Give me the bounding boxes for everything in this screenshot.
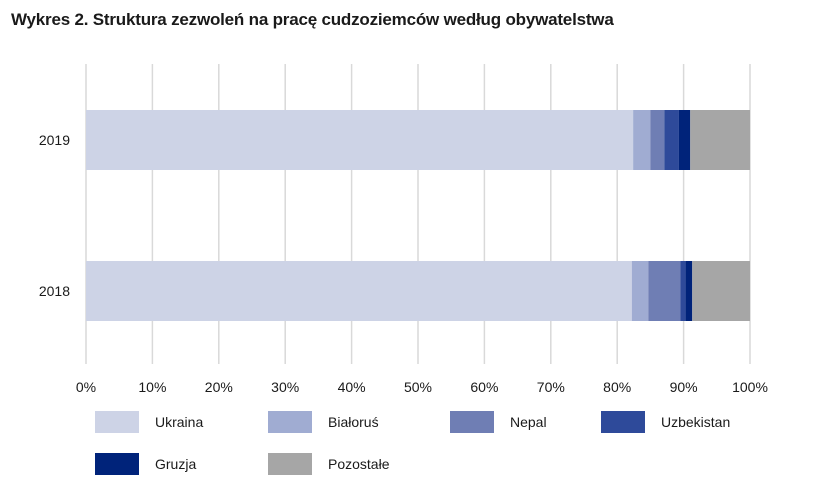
- legend-swatch: [601, 411, 645, 433]
- legend-label: Pozostałe: [328, 456, 390, 472]
- legend-label: Nepal: [510, 414, 547, 430]
- bar-segment: [685, 261, 693, 321]
- legend-label: Uzbekistan: [661, 414, 731, 430]
- legend-swatch: [95, 453, 139, 475]
- chart-title: Wykres 2. Struktura zezwoleń na pracę cu…: [11, 10, 614, 29]
- x-tick-label: 30%: [271, 379, 299, 395]
- legend-item: Gruzja: [95, 453, 196, 475]
- bar-segment: [690, 110, 750, 170]
- legend-item: Białoruś: [268, 411, 379, 433]
- bar-segment: [631, 261, 649, 321]
- category-label: 2018: [39, 283, 70, 299]
- legend-label: Ukraina: [155, 414, 204, 430]
- bar-segment: [86, 110, 634, 170]
- bar-segment: [86, 261, 632, 321]
- x-tick-label: 100%: [732, 379, 768, 395]
- x-tick-label: 60%: [470, 379, 498, 395]
- legend-item: Ukraina: [95, 411, 203, 433]
- category-label: 2019: [39, 132, 70, 148]
- bar-segment: [664, 110, 679, 170]
- x-tick-label: 20%: [205, 379, 233, 395]
- legend-swatch: [450, 411, 494, 433]
- x-tick-label: 90%: [670, 379, 698, 395]
- x-tick-label: 50%: [404, 379, 432, 395]
- x-tick-label: 70%: [537, 379, 565, 395]
- bar-segment: [633, 110, 651, 170]
- x-tick-label: 80%: [603, 379, 631, 395]
- x-tick-label: 0%: [76, 379, 96, 395]
- legend-item: Nepal: [450, 411, 547, 433]
- bar-segment: [680, 261, 686, 321]
- legend-swatch: [95, 411, 139, 433]
- legend-swatch: [268, 411, 312, 433]
- legend-label: Gruzja: [155, 456, 197, 472]
- x-tick-label: 10%: [138, 379, 166, 395]
- bar-segment: [692, 261, 750, 321]
- x-tick-label: 40%: [338, 379, 366, 395]
- bar-segment: [650, 110, 665, 170]
- legend-item: Pozostałe: [268, 453, 389, 475]
- legend-label: Białoruś: [328, 414, 379, 430]
- legend-item: Uzbekistan: [601, 411, 730, 433]
- legend-swatch: [268, 453, 312, 475]
- bar-segment: [678, 110, 691, 170]
- bar-segment: [648, 261, 681, 321]
